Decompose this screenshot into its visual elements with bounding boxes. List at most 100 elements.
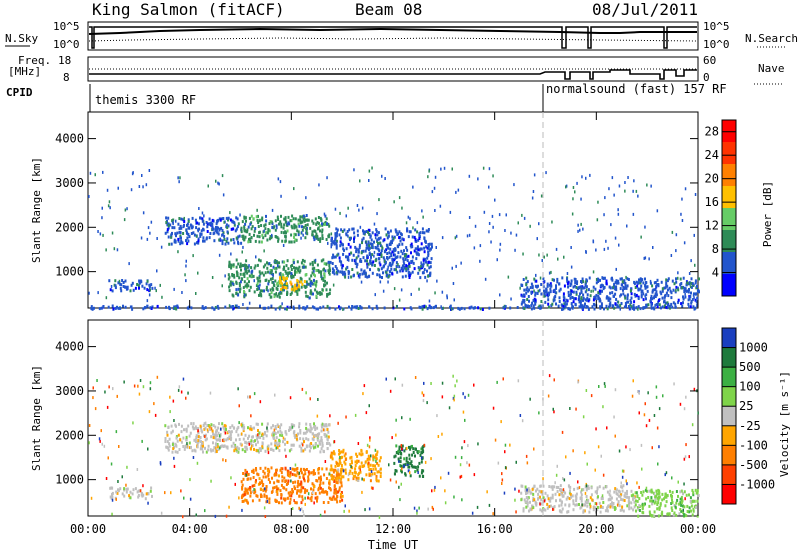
- echo-cell: [300, 488, 303, 492]
- echo-cell: [267, 447, 270, 451]
- echo-cell: [410, 245, 413, 249]
- echo-cell: [103, 444, 106, 448]
- echo-cell: [310, 427, 313, 431]
- echo-cell: [576, 280, 579, 284]
- echo-cell: [353, 240, 355, 243]
- echo-cell: [428, 242, 431, 246]
- echo-cell: [292, 472, 294, 476]
- echo-cell: [260, 479, 263, 483]
- echo-cell: [546, 494, 549, 498]
- echo-cell: [336, 272, 339, 276]
- echo-cell: [564, 303, 567, 307]
- echo-cell: [274, 441, 277, 445]
- echo-cell: [466, 461, 468, 465]
- echo-cell: [637, 281, 640, 285]
- echo-cell: [241, 250, 243, 254]
- echo-cell: [300, 236, 302, 240]
- echo-cell: [248, 232, 251, 236]
- echo-cell: [690, 281, 693, 285]
- echo-cell: [559, 510, 562, 514]
- echo-cell: [352, 227, 355, 231]
- echo-cell: [260, 240, 263, 244]
- echo-cell: [325, 262, 328, 266]
- echo-cell: [526, 286, 529, 290]
- echo-cell: [117, 186, 119, 190]
- echo-cell: [249, 491, 252, 495]
- echo-cell: [582, 415, 585, 419]
- echo-cell: [571, 296, 574, 299]
- echo-cell: [248, 441, 250, 444]
- echo-cell: [379, 236, 382, 240]
- echo-cell: [315, 280, 318, 284]
- echo-cell: [428, 266, 431, 270]
- echo-cell: [417, 450, 420, 454]
- echo-cell: [357, 479, 360, 482]
- echo-cell: [580, 222, 582, 226]
- echo-cell: [374, 236, 377, 240]
- echo-cell: [344, 452, 347, 456]
- echo-cell: [211, 222, 214, 226]
- date-label: 08/Jul/2011: [592, 0, 698, 19]
- echo-cell: [584, 491, 587, 495]
- echo-cell: [105, 248, 107, 252]
- echo-cell: [138, 392, 141, 396]
- echo-cell: [289, 467, 292, 470]
- echo-cell: [230, 444, 233, 448]
- echo-cell: [297, 483, 300, 487]
- echo-cell: [395, 256, 398, 259]
- echo-cell: [542, 484, 545, 488]
- echo-cell: [280, 493, 283, 497]
- echo-cell: [376, 244, 379, 248]
- echo-cell: [428, 299, 431, 303]
- echo-cell: [483, 210, 486, 214]
- echo-cell: [114, 306, 117, 310]
- echo-cell: [527, 295, 530, 298]
- echo-cell: [182, 445, 185, 448]
- echo-cell: [652, 514, 655, 518]
- echo-cell: [166, 440, 169, 444]
- echo-cell: [592, 298, 595, 302]
- echo-cell: [199, 232, 202, 236]
- echo-cell: [329, 260, 332, 264]
- echo-cell: [410, 464, 413, 467]
- echo-cell: [290, 494, 293, 498]
- echo-cell: [650, 294, 653, 298]
- echo-cell: [214, 425, 217, 429]
- echo-cell: [275, 471, 278, 475]
- echo-cell: [394, 256, 397, 260]
- echo-cell: [695, 506, 697, 509]
- echo-cell: [234, 447, 237, 451]
- echo-cell: [387, 230, 389, 234]
- echo-cell: [293, 424, 296, 428]
- echo-cell: [631, 394, 634, 398]
- echo-cell: [586, 486, 589, 490]
- echo-cell: [320, 277, 323, 281]
- echo-cell: [171, 443, 174, 447]
- echo-cell: [398, 265, 401, 269]
- echo-cell: [430, 257, 433, 261]
- echo-cell: [650, 496, 653, 500]
- echo-cell: [240, 226, 243, 230]
- echo-cell: [372, 454, 375, 458]
- echo-cell: [556, 280, 559, 284]
- echo-cell: [237, 262, 240, 266]
- echo-cell: [439, 204, 442, 208]
- echo-cell: [236, 225, 239, 229]
- nsky-label: N.Sky: [5, 32, 38, 45]
- echo-cell: [682, 508, 684, 512]
- echo-cell: [221, 422, 224, 426]
- echo-cell: [549, 504, 552, 508]
- echo-cell: [340, 471, 343, 475]
- echo-cell: [295, 287, 298, 291]
- echo-cell: [416, 509, 418, 513]
- echo-cell: [220, 433, 222, 436]
- echo-cell: [298, 422, 301, 426]
- echo-cell: [350, 275, 353, 279]
- echo-cell: [322, 258, 325, 262]
- echo-cell: [680, 509, 683, 513]
- echo-cell: [297, 283, 300, 287]
- echo-cell: [319, 481, 322, 485]
- echo-cell: [223, 424, 226, 428]
- echo-cell: [320, 259, 323, 263]
- echo-cell: [213, 239, 216, 243]
